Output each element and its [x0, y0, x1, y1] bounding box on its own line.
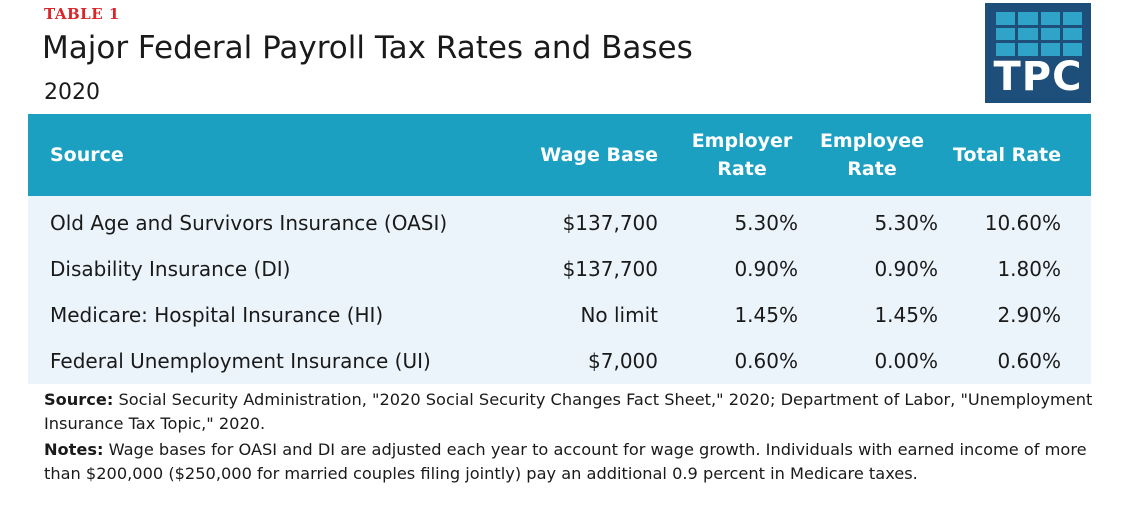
header-wage-base: Wage Base [540, 144, 658, 166]
header-total-rate: Total Rate [953, 144, 1061, 166]
table-row: Federal Unemployment Insurance (UI) $7,0… [28, 338, 1091, 384]
source-label: Source: [44, 390, 114, 409]
table-row: Disability Insurance (DI) $137,700 0.90%… [28, 246, 1091, 292]
cell-total-rate: 0.60% [997, 349, 1061, 373]
notes-label: Notes: [44, 440, 104, 459]
page-title: Major Federal Payroll Tax Rates and Base… [42, 30, 693, 66]
cell-source: Federal Unemployment Insurance (UI) [50, 349, 431, 373]
source-text: Social Security Administration, "2020 So… [44, 390, 1093, 433]
cell-source: Old Age and Survivors Insurance (OASI) [50, 211, 448, 235]
header-employer-rate: Employer Rate [658, 127, 798, 183]
cell-total-rate: 1.80% [997, 257, 1061, 281]
cell-total-rate: 10.60% [984, 211, 1061, 235]
header-employee-rate: Employee Rate [798, 127, 938, 183]
logo-grid-icon [996, 12, 1082, 56]
cell-employer-rate: 1.45% [734, 303, 798, 327]
cell-employer-rate: 0.60% [734, 349, 798, 373]
header-employee-rate-line1: Employee [819, 130, 925, 152]
table-body: Old Age and Survivors Insurance (OASI) $… [28, 196, 1091, 384]
cell-employee-rate: 1.45% [874, 303, 938, 327]
table-tag: TABLE 1 [44, 5, 120, 23]
cell-employee-rate: 0.90% [874, 257, 938, 281]
tpc-logo: TPC [985, 3, 1091, 103]
table-row: Medicare: Hospital Insurance (HI) No lim… [28, 292, 1091, 338]
cell-employee-rate: 5.30% [874, 211, 938, 235]
cell-wage-base: $7,000 [588, 349, 658, 373]
header-employee-rate-line2: Rate [847, 158, 897, 180]
cell-total-rate: 2.90% [997, 303, 1061, 327]
cell-wage-base: $137,700 [562, 211, 658, 235]
payroll-tax-table: Source Wage Base Employer Rate Employee … [28, 114, 1091, 384]
page-subtitle: 2020 [44, 80, 100, 105]
header-source: Source [50, 144, 124, 166]
header-employer-rate-line1: Employer [691, 130, 793, 152]
source-note: Source: Social Security Administration, … [44, 388, 1104, 436]
cell-employer-rate: 0.90% [734, 257, 798, 281]
table-header-row: Source Wage Base Employer Rate Employee … [28, 114, 1091, 196]
cell-wage-base: $137,700 [562, 257, 658, 281]
header-employer-rate-line2: Rate [717, 158, 767, 180]
cell-source: Medicare: Hospital Insurance (HI) [50, 303, 384, 327]
cell-employee-rate: 0.00% [874, 349, 938, 373]
logo-text: TPC [993, 54, 1083, 100]
notes-note: Notes: Wage bases for OASI and DI are ad… [44, 438, 1104, 486]
cell-source: Disability Insurance (DI) [50, 257, 291, 281]
table-row: Old Age and Survivors Insurance (OASI) $… [28, 200, 1091, 246]
cell-wage-base: No limit [580, 303, 658, 327]
footnotes: Source: Social Security Administration, … [44, 388, 1104, 488]
notes-text: Wage bases for OASI and DI are adjusted … [44, 440, 1087, 483]
cell-employer-rate: 5.30% [734, 211, 798, 235]
